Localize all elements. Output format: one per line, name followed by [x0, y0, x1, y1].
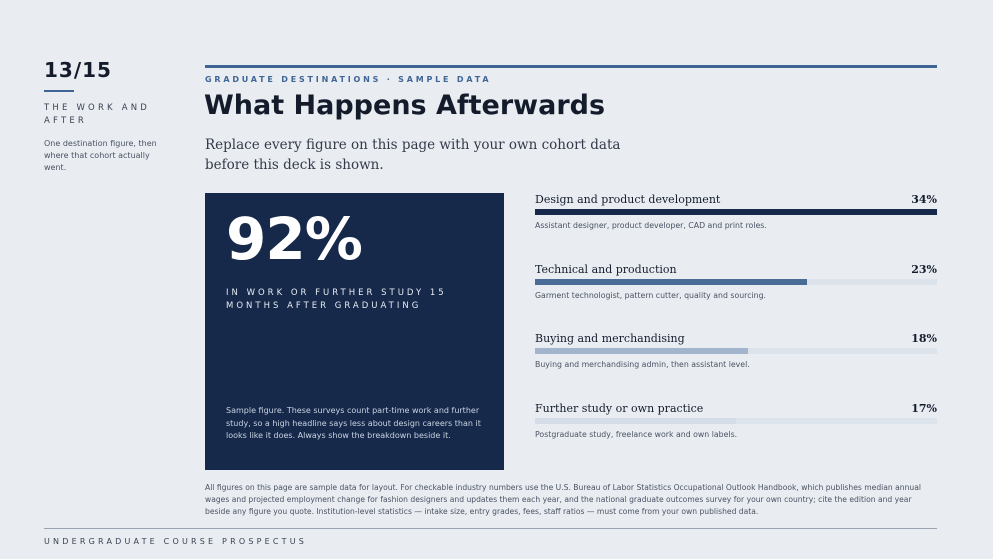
section-note: One destination figure, then where that … — [44, 139, 157, 172]
breakdown-value: 34% — [911, 193, 937, 206]
breakdown-row: Further study or own practice 17% Postgr… — [535, 402, 937, 450]
breakdown-bar-fill — [535, 209, 937, 215]
headline-stat-label: IN WORK OR FURTHER STUDY 15 MONTHS AFTER… — [226, 288, 447, 311]
breakdown-bar-fill — [535, 348, 748, 354]
breakdown-row: Buying and merchandising 18% Buying and … — [535, 332, 937, 380]
breakdown-row: Design and product development 34% Assis… — [535, 193, 937, 241]
page-subtitle: Replace every figure on this page with y… — [205, 137, 621, 173]
breakdown-label: Buying and merchandising — [535, 332, 685, 345]
breakdown-bar-track — [535, 348, 937, 354]
breakdown-label: Technical and production — [535, 263, 677, 276]
header-rule — [205, 65, 937, 68]
page-title: What Happens Afterwards — [204, 90, 606, 121]
page-number-rule — [44, 90, 74, 92]
breakdown-description: Garment technologist, pattern cutter, qu… — [535, 291, 767, 300]
headline-stat-value: 92% — [226, 205, 363, 273]
footer-rule — [44, 528, 937, 529]
eyebrow: GRADUATE DESTINATIONS · SAMPLE DATA — [205, 75, 492, 84]
breakdown-bar-fill — [535, 279, 807, 285]
breakdown-bar-track — [535, 418, 937, 424]
breakdown-label: Design and product development — [535, 193, 721, 206]
course-label: UNDERGRADUATE COURSE PROSPECTUS — [44, 537, 308, 546]
breakdown-value: 18% — [911, 332, 937, 345]
section-title: THE WORK AND AFTER — [44, 103, 151, 126]
headline-stat-note: Sample figure. These surveys count part-… — [226, 406, 481, 440]
page-number: 13/15 — [44, 58, 112, 82]
breakdown-bar-track — [535, 209, 937, 215]
headline-stat-card: 92% IN WORK OR FURTHER STUDY 15 MONTHS A… — [205, 193, 504, 470]
footnote: All figures on this page are sample data… — [205, 483, 921, 516]
breakdown-bar-fill — [535, 418, 736, 424]
breakdown-value: 23% — [911, 263, 937, 276]
breakdown-description: Assistant designer, product developer, C… — [535, 221, 767, 230]
breakdown-row: Technical and production 23% Garment tec… — [535, 263, 937, 311]
breakdown-label: Further study or own practice — [535, 402, 704, 415]
breakdown-bar-track — [535, 279, 937, 285]
breakdown-value: 17% — [911, 402, 937, 415]
breakdown-description: Buying and merchandising admin, then ass… — [535, 360, 750, 369]
breakdown-description: Postgraduate study, freelance work and o… — [535, 430, 738, 439]
